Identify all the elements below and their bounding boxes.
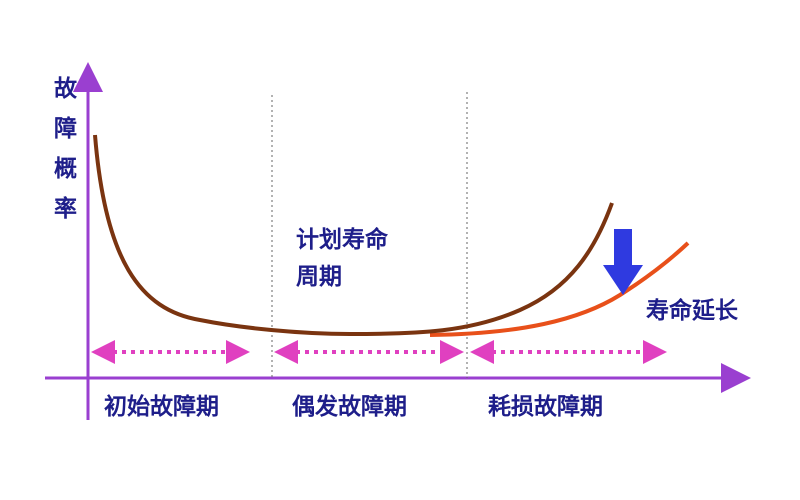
- y-axis-label-2: 障: [54, 115, 77, 142]
- planned-life-label-2: 周期: [296, 264, 342, 290]
- y-axis-label-3: 概: [54, 156, 77, 182]
- y-axis-label-4: 率: [54, 195, 77, 222]
- phase-label-early: 初始故障期: [104, 393, 219, 420]
- phase-label-random: 偶发故障期: [292, 393, 407, 420]
- extended-life-curve: [429, 241, 690, 337]
- failure-rate-curve: [93, 134, 614, 337]
- life-extension-label: 寿命延长: [646, 297, 739, 324]
- planned-life-label-1: 计划寿命: [296, 226, 389, 253]
- phase-label-wearout: 耗损故障期: [488, 393, 603, 420]
- y-axis-label-1: 故: [54, 76, 77, 102]
- reduction-arrow-icon: [603, 229, 643, 295]
